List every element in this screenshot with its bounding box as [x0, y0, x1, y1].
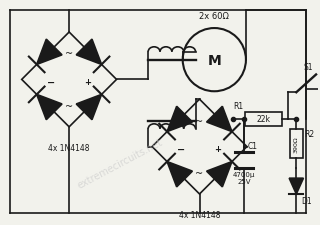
Text: ~: ~ [196, 168, 204, 178]
Text: 22k: 22k [257, 115, 271, 124]
Text: 390Ω: 390Ω [294, 136, 299, 152]
Bar [290, 129, 303, 159]
Text: 2x 60Ω: 2x 60Ω [199, 12, 229, 21]
Text: S1: S1 [303, 62, 313, 71]
Text: 4x 1N4148: 4x 1N4148 [48, 143, 90, 152]
Polygon shape [167, 107, 192, 132]
Polygon shape [167, 162, 192, 187]
Polygon shape [207, 107, 232, 132]
Text: −: − [47, 77, 55, 87]
Text: −: − [177, 144, 186, 154]
Text: 4x 1N4148: 4x 1N4148 [179, 210, 220, 219]
Polygon shape [207, 162, 232, 187]
Bar [245, 112, 283, 126]
Text: extremecircuits.net: extremecircuits.net [76, 137, 165, 190]
Text: ~: ~ [65, 49, 73, 59]
Polygon shape [76, 40, 101, 65]
Text: R1: R1 [233, 101, 243, 110]
Text: +: + [84, 78, 91, 86]
Text: 25V: 25V [237, 178, 251, 184]
Polygon shape [37, 40, 62, 65]
Polygon shape [37, 95, 62, 120]
Text: ~: ~ [196, 116, 204, 126]
Text: D1: D1 [301, 196, 312, 205]
Polygon shape [76, 95, 101, 120]
Text: R2: R2 [305, 129, 315, 138]
Text: C1: C1 [248, 141, 258, 150]
Text: 4700μ: 4700μ [233, 171, 255, 178]
Text: M: M [207, 53, 221, 67]
Polygon shape [289, 178, 303, 194]
Text: ~: ~ [65, 101, 73, 111]
Text: +: + [214, 144, 221, 153]
